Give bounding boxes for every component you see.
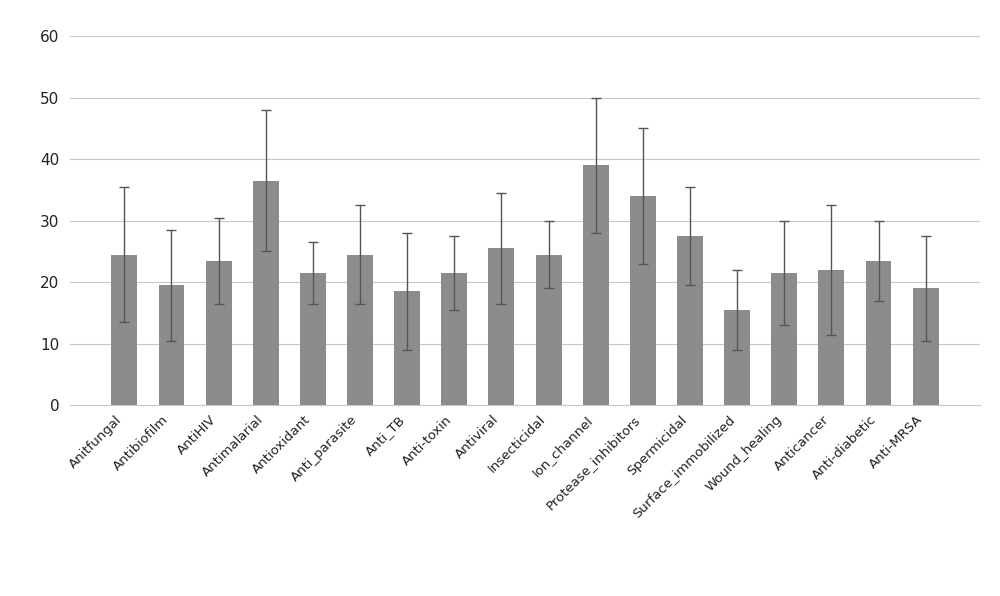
Bar — [488, 249, 514, 405]
Bar — [159, 285, 184, 405]
Bar — [394, 291, 420, 405]
Bar — [724, 310, 750, 405]
Bar — [583, 165, 609, 405]
Bar — [866, 260, 891, 405]
Bar — [441, 273, 467, 405]
Bar — [206, 260, 232, 405]
Bar — [771, 273, 797, 405]
Bar — [818, 270, 844, 405]
Bar — [253, 181, 279, 405]
Bar — [347, 254, 373, 405]
Bar — [913, 288, 939, 405]
Bar — [111, 254, 137, 405]
Bar — [536, 254, 562, 405]
Bar — [677, 236, 703, 405]
Bar — [630, 196, 656, 405]
Bar — [300, 273, 326, 405]
